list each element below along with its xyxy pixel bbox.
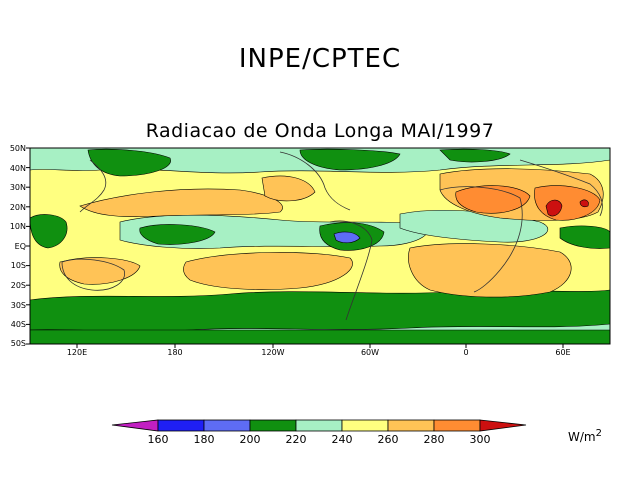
colorbar-label: 200 bbox=[239, 433, 261, 446]
olr-central-pacific-green bbox=[139, 224, 216, 245]
lat-label: 40N bbox=[9, 164, 26, 173]
colorbar-label: 220 bbox=[285, 433, 307, 446]
colorbar-label: 300 bbox=[469, 433, 491, 446]
olr-180-200-region bbox=[333, 231, 361, 244]
colorbar-label: 260 bbox=[377, 433, 399, 446]
olr-sahara-hot bbox=[455, 185, 531, 214]
eurasia-outline bbox=[519, 159, 603, 217]
colorbar-200-220 bbox=[249, 419, 297, 432]
olr-iran-peak bbox=[579, 199, 589, 208]
lat-label: 50S bbox=[10, 339, 26, 348]
colorbar-label: 160 bbox=[147, 433, 169, 446]
colorbar-label: 240 bbox=[331, 433, 353, 446]
lat-label: 20N bbox=[9, 203, 26, 212]
unit-text: W/m bbox=[568, 430, 596, 444]
colorbar-160-180 bbox=[157, 419, 205, 432]
colorbar-label: 180 bbox=[193, 433, 215, 446]
colorbar-240-260 bbox=[341, 419, 389, 432]
olr-southern-ocean-green bbox=[29, 289, 611, 332]
lon-label: 180 bbox=[167, 348, 183, 357]
lon-label: 120E bbox=[66, 348, 88, 357]
map-title: Radiacao de Onda Longa MAI/1997 bbox=[145, 120, 495, 142]
lon-label: 120W bbox=[261, 348, 285, 357]
lon-label: 0 bbox=[463, 348, 469, 357]
colorbar-above-300 bbox=[479, 419, 527, 432]
land-outlines bbox=[61, 151, 603, 321]
colorbar-below-160 bbox=[111, 419, 159, 432]
lon-ticks bbox=[76, 344, 564, 348]
lat-label: 10N bbox=[9, 222, 26, 231]
colorbar-220-240 bbox=[295, 419, 343, 432]
olr-maritime-continent-green bbox=[29, 214, 68, 249]
colorbar-180-200 bbox=[203, 419, 251, 432]
lat-label: 50N bbox=[9, 144, 26, 153]
colorbar-280-300 bbox=[433, 419, 481, 432]
lat-label: EQ bbox=[14, 242, 26, 251]
olr-north-america-green bbox=[299, 148, 401, 171]
olr-200-220-regions bbox=[29, 148, 611, 345]
australia-outline bbox=[61, 258, 125, 291]
lon-label: 60E bbox=[555, 348, 571, 357]
colorbar-label: 280 bbox=[423, 433, 445, 446]
south-america-outline bbox=[329, 220, 373, 321]
lat-label: 40S bbox=[10, 320, 26, 329]
olr-north-pacific-orange bbox=[79, 188, 283, 217]
olr-south-atlantic-africa-orange bbox=[408, 243, 572, 298]
lat-label: 30S bbox=[10, 301, 26, 310]
north-america-outline bbox=[279, 151, 351, 211]
unit-exponent: 2 bbox=[595, 428, 602, 439]
colorbar-unit: W/m2 bbox=[568, 428, 602, 444]
olr-mexico-orange bbox=[261, 175, 316, 202]
olr-south-pacific-orange bbox=[183, 252, 353, 290]
lat-label: 10S bbox=[10, 261, 26, 270]
olr-280-300-regions bbox=[455, 185, 601, 221]
olr-arabia-peak bbox=[545, 199, 563, 217]
olr-above-300-regions bbox=[545, 199, 589, 217]
colorbar-260-280 bbox=[387, 419, 435, 432]
lat-label: 30N bbox=[9, 183, 26, 192]
africa-outline bbox=[439, 186, 523, 293]
organization-title: INPE/CPTEC bbox=[238, 44, 402, 74]
lon-label: 60W bbox=[360, 348, 380, 357]
lat-ticks bbox=[26, 147, 30, 345]
olr-europe-green bbox=[439, 148, 511, 163]
colorbar bbox=[111, 419, 527, 432]
olr-antarctic-green bbox=[29, 329, 611, 345]
asia-coast-outline bbox=[79, 159, 107, 213]
lat-label: 20S bbox=[10, 281, 26, 290]
